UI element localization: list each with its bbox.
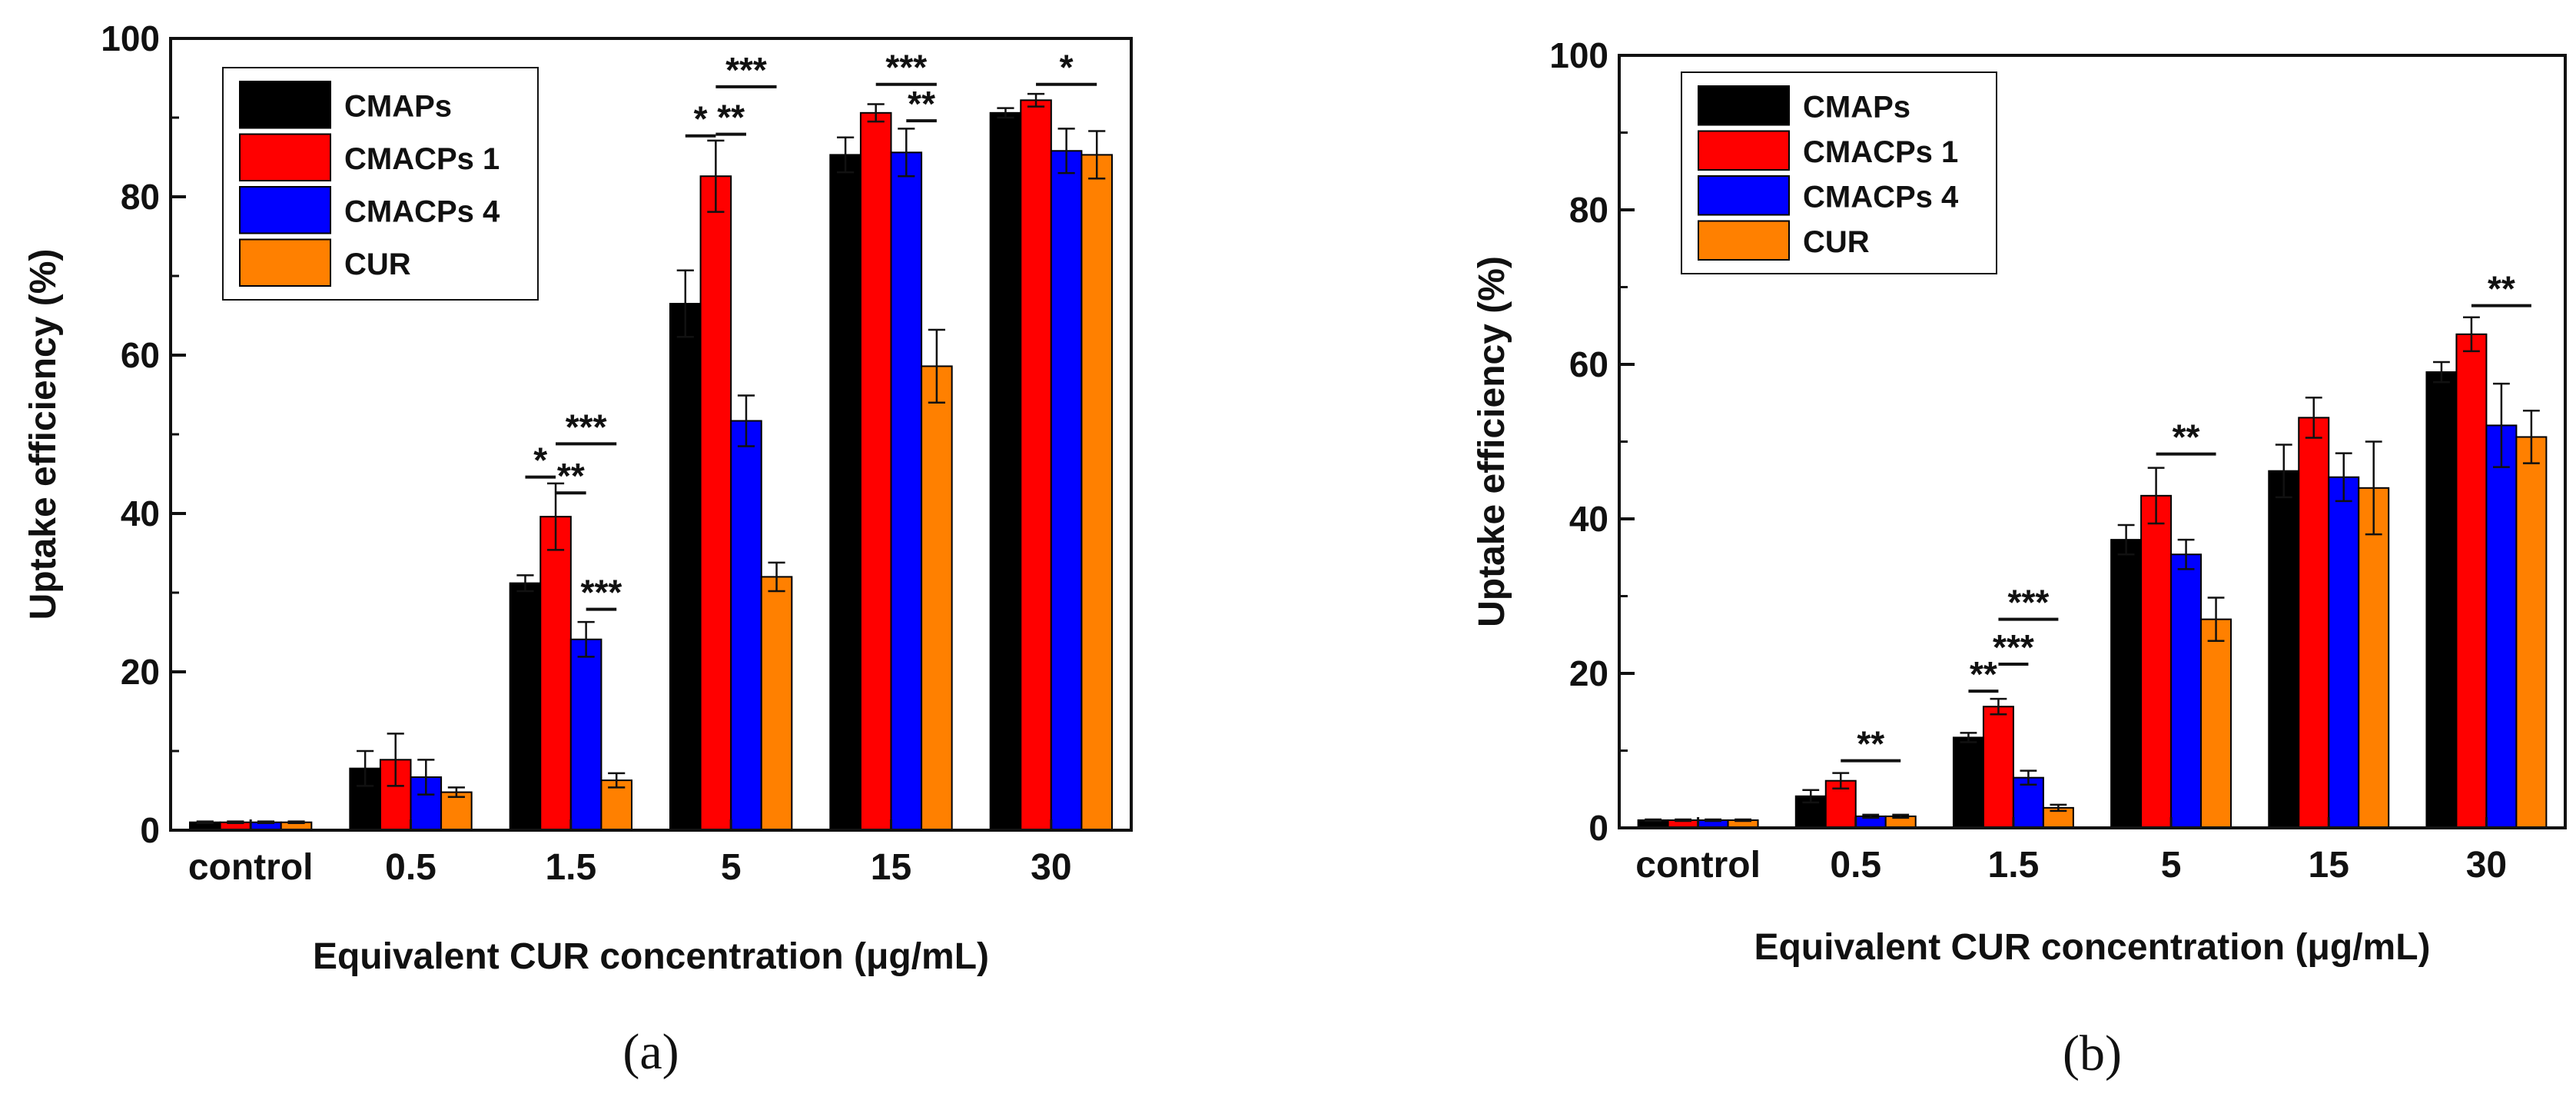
panel-label: (a)	[622, 1024, 679, 1080]
x-axis-label: Equivalent CUR concentration (μg/mL)	[313, 936, 989, 977]
bar-cmaps-5	[2110, 539, 2143, 829]
bar-cmacps-1-1.5	[539, 516, 572, 831]
legend-swatch	[1698, 85, 1790, 126]
legend-swatch	[239, 81, 331, 129]
x-tick-label: 15	[2309, 845, 2349, 886]
bar-cmacps-1-5	[2140, 494, 2173, 829]
bar-cmaps-15	[829, 154, 861, 832]
x-tick-label: 30	[2466, 845, 2507, 886]
bar-cur-5	[2200, 618, 2232, 829]
legend-swatch	[239, 238, 331, 287]
bar-cmaps-5	[669, 303, 702, 831]
x-tick-label: 1.5	[545, 847, 596, 888]
bar-cmacps-4-15	[890, 151, 923, 831]
y-tick-label: 80	[121, 177, 160, 217]
significance-label: **	[1970, 654, 1997, 694]
significance-label: ***	[725, 50, 767, 90]
bar-cur-30	[1081, 154, 1113, 832]
x-tick-label: 1.5	[1988, 845, 2040, 886]
y-tick-label: 0	[140, 810, 160, 850]
y-axis-label: Uptake efficiency (%)	[23, 249, 64, 620]
x-tick-label: 30	[1031, 847, 1071, 888]
bar-cur-5	[760, 576, 793, 832]
y-tick-label: 60	[121, 335, 160, 375]
bar-cmaps-30	[989, 111, 1022, 831]
bar-cmacps-1-30	[2455, 333, 2488, 829]
significance-label: **	[2488, 269, 2515, 309]
legend-swatch	[239, 186, 331, 234]
legend-label: CMACPs 1	[344, 142, 500, 176]
bar-cmaps-30	[2425, 371, 2458, 829]
bar-cmacps-4-1.5	[569, 638, 603, 832]
y-tick-label: 40	[1569, 499, 1608, 539]
legend-swatch	[1698, 220, 1790, 261]
significance-label: ***	[1993, 627, 2034, 667]
bar-cmacps-1-30	[1020, 99, 1052, 831]
y-tick-label: 80	[1569, 190, 1608, 230]
y-tick-label: 100	[101, 18, 160, 58]
chart-panel-b: 0 20 40 60 80 100 control 0.5 1.5 5 15 30 Equivalent…	[1472, 35, 2567, 1082]
significance-label: ***	[581, 573, 622, 613]
y-tick-label: 40	[121, 494, 160, 533]
legend-label: CMACPs 4	[344, 194, 500, 228]
y-axis-label: Uptake efficiency (%)	[1472, 256, 1512, 627]
significance-label: **	[717, 98, 745, 138]
bar-cmacps-4-5	[2170, 553, 2203, 829]
y-tick-label: 0	[1588, 808, 1608, 848]
x-tick-label: control	[188, 847, 314, 888]
significance-label: ***	[2008, 583, 2050, 623]
significance-label: ***	[566, 407, 607, 447]
bar-cur-15	[2358, 487, 2390, 829]
legend-label: CMACPs 1	[1803, 135, 1958, 169]
bar-cur-15	[921, 365, 953, 832]
x-tick-label: 5	[2161, 845, 2182, 886]
bar-cmacps-1-1.5	[1982, 706, 2014, 829]
x-tick-label: 5	[721, 847, 742, 888]
bar-cmacps-1-5	[699, 175, 732, 832]
legend-label: CUR	[1803, 225, 1870, 259]
significance-label: *	[1060, 48, 1074, 88]
y-tick-label: 60	[1569, 344, 1608, 384]
x-axis-label: Equivalent CUR concentration (μg/mL)	[1754, 927, 2430, 968]
legend-label: CMAPs	[1803, 90, 1910, 124]
significance-label: *	[533, 440, 547, 480]
legend-swatch	[1698, 130, 1790, 171]
legend-label: CMACPs 4	[1803, 180, 1959, 214]
legend: CMAPs CMACPs 1 CMACPs 4 CUR	[1681, 71, 1997, 274]
panel-label: (b)	[2063, 1025, 2122, 1082]
bar-cmacps-1-15	[2298, 417, 2330, 829]
significance-label: **	[2173, 417, 2200, 457]
significance-label: *	[694, 99, 708, 139]
bar-cmaps-1.5	[509, 582, 542, 831]
y-tick-label: 20	[1569, 653, 1608, 693]
y-tick-label: 100	[1549, 35, 1608, 75]
significance-label: **	[908, 84, 935, 124]
legend-label: CMAPs	[344, 89, 452, 123]
chart-panel-a: 0 20 40 60 80 100 control 0.5 1.5 5 15 30 Equivalent…	[23, 18, 1133, 1080]
bar-cmaps-15	[2268, 470, 2300, 829]
significance-label: ***	[885, 48, 927, 88]
bar-cmacps-4-30	[2485, 424, 2518, 829]
legend-label: CUR	[344, 248, 411, 281]
legend: CMAPs CMACPs 1 CMACPs 4 CUR	[222, 67, 539, 301]
bar-cur-30	[2515, 436, 2548, 829]
x-tick-label: 15	[871, 847, 911, 888]
bar-cmacps-4-15	[2328, 476, 2360, 829]
bar-cur-0.5	[440, 791, 473, 832]
bar-cmacps-1-15	[859, 111, 892, 831]
y-tick-label: 20	[121, 652, 160, 692]
legend-swatch	[239, 133, 331, 181]
x-tick-label: 0.5	[385, 847, 437, 888]
bar-cmacps-4-5	[730, 420, 762, 831]
bar-cmacps-4-30	[1050, 150, 1083, 831]
bar-cmaps-1.5	[1952, 736, 1984, 829]
legend-swatch	[1698, 175, 1790, 216]
significance-label: **	[557, 456, 585, 496]
significance-label: **	[1857, 724, 1884, 764]
x-tick-label: 0.5	[1830, 845, 1881, 886]
x-tick-label: control	[1635, 845, 1761, 886]
